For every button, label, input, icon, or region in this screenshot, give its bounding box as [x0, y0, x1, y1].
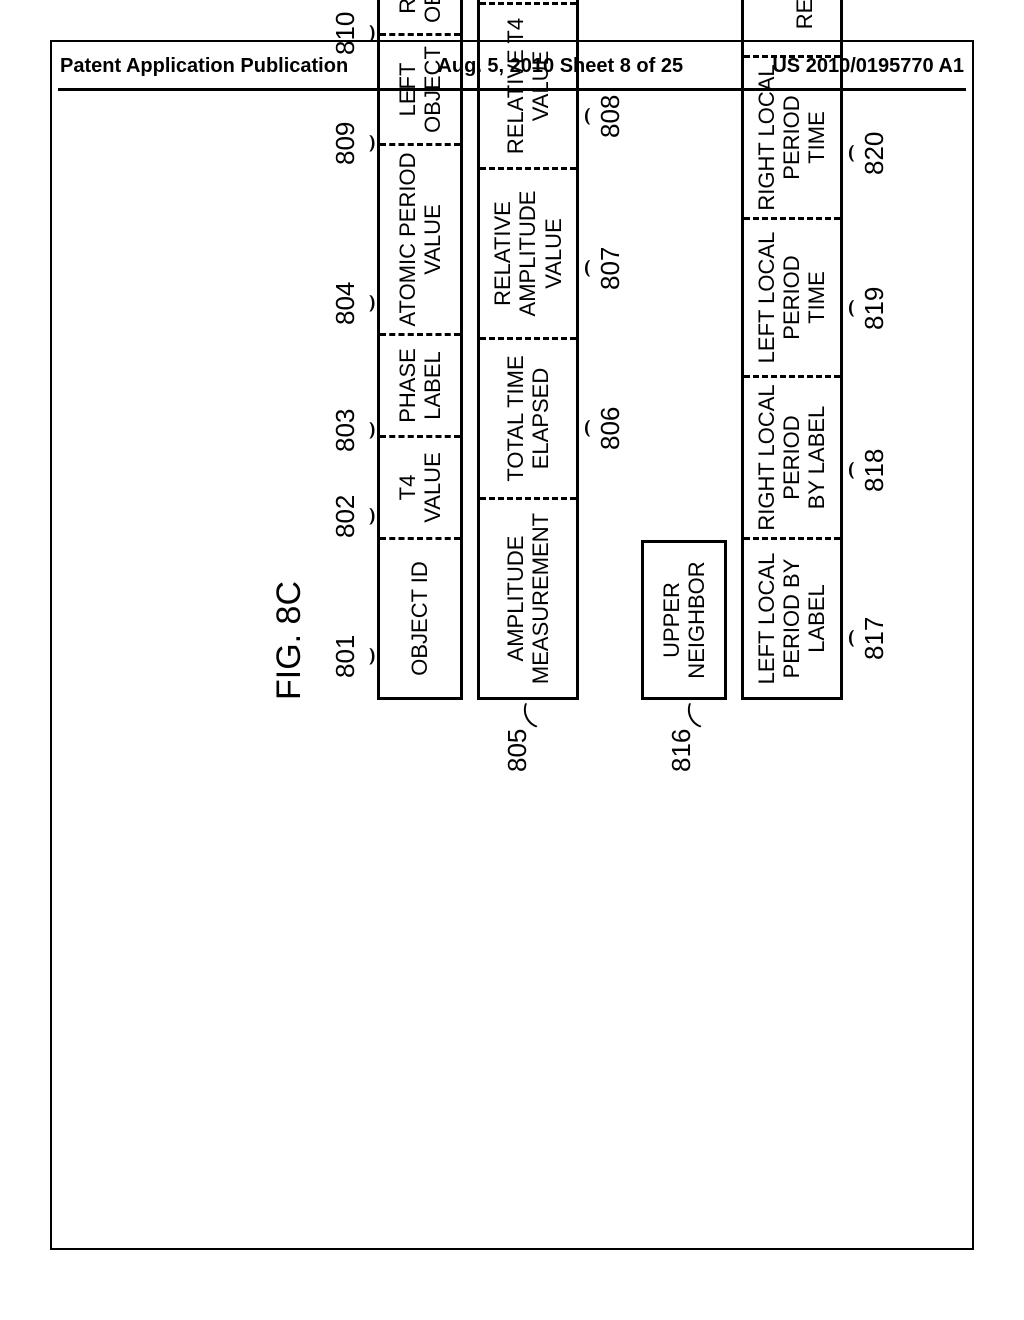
ref-num: 820 — [859, 132, 889, 175]
cell: RIGHTOBJECT — [380, 0, 460, 36]
lead-line-icon: ⌢ — [843, 617, 857, 660]
ref-num: 819 — [859, 287, 889, 330]
cell: RELATIVE T4VALUE — [480, 5, 576, 170]
cell: LEFT LOCALPERIODTIME — [744, 220, 840, 378]
lead-line-icon: ⌢ — [843, 449, 857, 492]
lead-line-icon: ⌣ — [363, 12, 377, 55]
row2: AMPLITUDEMEASUREMENTTOTAL TIMEELAPSEDREL… — [477, 0, 579, 700]
ref-804: 804⌣ — [330, 282, 377, 325]
cell: RIGHT LOCALPERIODBY LABEL — [744, 378, 840, 540]
ref-801: 801⌣ — [330, 635, 377, 678]
cell: PHASELABEL — [380, 336, 460, 438]
ref-819: ⌢819 — [843, 287, 890, 330]
cell: T4VALUE — [380, 438, 460, 540]
ref-num: 817 — [859, 617, 889, 660]
lead-line-icon: ⌢ — [579, 95, 593, 138]
lead-line-icon: ⌣ — [363, 282, 377, 325]
cell: UPPERNEIGHBOR — [644, 540, 724, 700]
cell: LEFTNEIGHBOR — [480, 0, 576, 5]
ref-806: ⌢806 — [579, 407, 626, 450]
row1-refs: 801⌣802⌣803⌣804⌣809⌣810⌣811⌣812⌣ — [321, 0, 377, 700]
ref-num: 808 — [595, 95, 625, 138]
lead-line-icon: ⌣ — [363, 409, 377, 452]
ref-num: 806 — [595, 407, 625, 450]
ref-802: 802⌣ — [330, 495, 377, 538]
lead-line-icon: ⌣ — [363, 122, 377, 165]
cell: LEFTOBJECT — [380, 36, 460, 146]
ref-805-num: 805 — [502, 729, 532, 772]
row1: OBJECT IDT4VALUEPHASELABELATOMIC PERIODV… — [377, 0, 463, 700]
lead-line-icon: ⌢ — [843, 287, 857, 330]
ref-816: 816⌒ — [659, 697, 699, 772]
ref-820: ⌢820 — [843, 132, 890, 175]
row4: LEFT LOCALPERIOD BYLABELRIGHT LOCALPERIO… — [741, 0, 843, 700]
cell: RELATIVEAMPLITUDEVALUE — [480, 170, 576, 340]
lead-line-icon: ⌣ — [363, 635, 377, 678]
ref-817: ⌢817 — [843, 617, 890, 660]
lead-line-icon: ⌢ — [843, 132, 857, 175]
ref-818: ⌢818 — [843, 449, 890, 492]
ref-807: ⌢807 — [579, 247, 626, 290]
ref-803: 803⌣ — [330, 409, 377, 452]
lead-line-icon: ⌢ — [579, 407, 593, 450]
cell: TOTAL TIMEELAPSED — [480, 340, 576, 500]
ref-805: 805⌒ — [495, 697, 535, 772]
row4-refs-below: ⌢817⌢818⌢819⌢820⌢821⌢822 — [843, 0, 905, 700]
lead-line-icon: ⌣ — [363, 495, 377, 538]
cell: CYCLICREGULARITY — [744, 0, 840, 58]
figure-label: FIG. 8C — [270, 0, 309, 700]
cell: OBJECT ID — [380, 540, 460, 700]
ref-808: ⌢808 — [579, 95, 626, 138]
ref-810: 810⌣ — [330, 12, 377, 55]
diagram: FIG. 8C 852 ▶ — 801⌣802⌣803⌣804⌣809⌣810⌣… — [270, 0, 905, 700]
lead-line-icon: ⌢ — [579, 247, 593, 290]
cell: ATOMIC PERIODVALUE — [380, 146, 460, 336]
cell: AMPLITUDEMEASUREMENT — [480, 500, 576, 700]
ref-809: 809⌣ — [330, 122, 377, 165]
row3: UPPERNEIGHBOR — [641, 540, 727, 700]
cell: LEFT LOCALPERIOD BYLABEL — [744, 540, 840, 700]
ref-816-num: 816 — [666, 729, 696, 772]
ref-num: 818 — [859, 449, 889, 492]
cell: RIGHT LOCALPERIODTIME — [744, 58, 840, 220]
row2-refs-below: ⌢806⌢807⌢808⌢813⌢814⌢815 — [579, 0, 641, 700]
ref-num: 807 — [595, 247, 625, 290]
